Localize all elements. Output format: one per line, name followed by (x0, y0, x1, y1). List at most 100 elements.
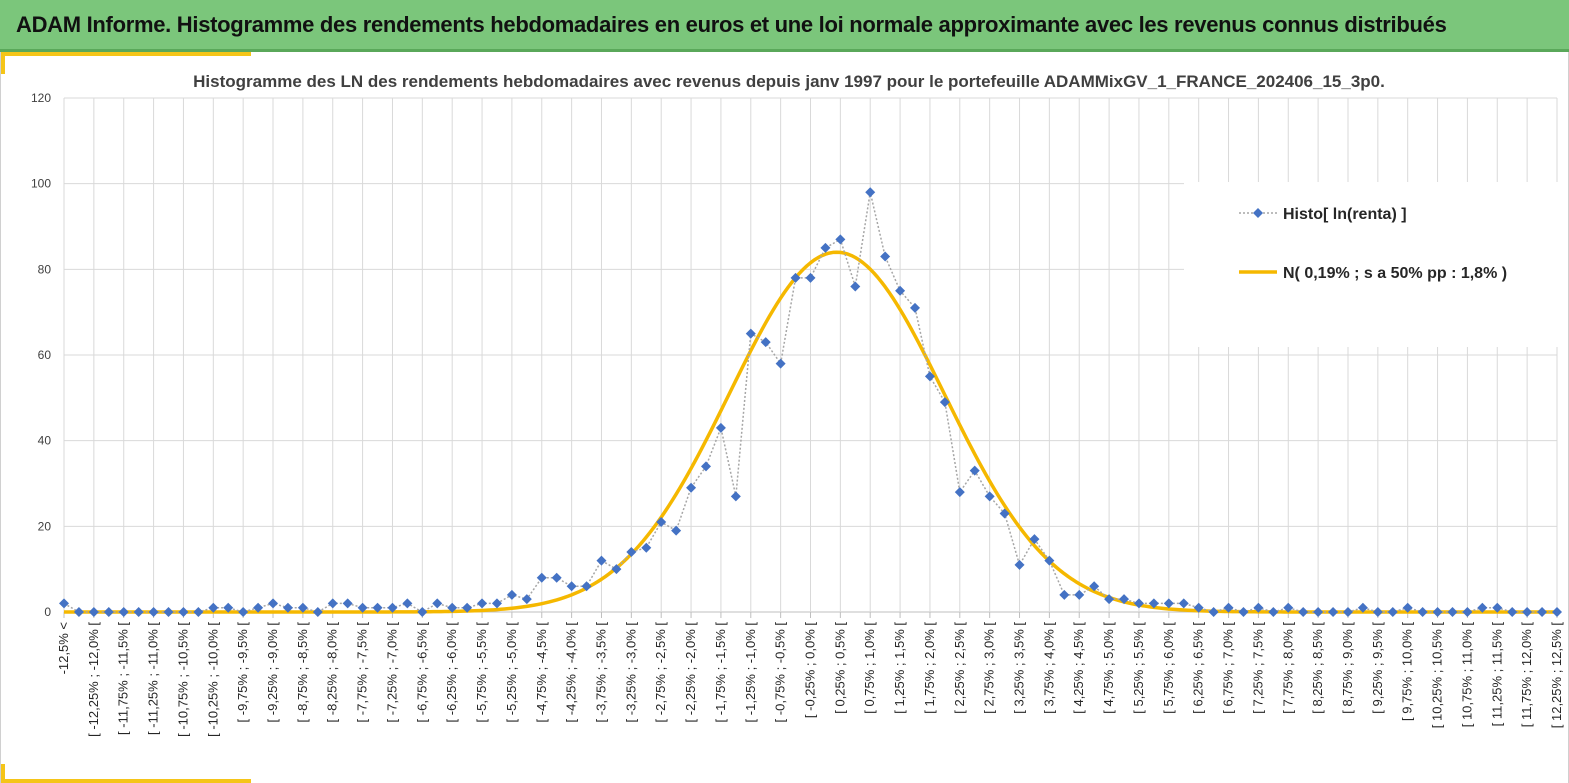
histo-point (850, 281, 861, 292)
histo-point (566, 581, 577, 592)
histo-point (73, 607, 84, 617)
histo-point (1029, 534, 1040, 545)
y-tick-label: 20 (38, 519, 52, 533)
x-tick-label: [ 10,25% ; 10,5% [ (1430, 622, 1445, 729)
x-tick-label: [ -1,25% ; -1,0% [ (743, 622, 758, 723)
histo-point (1477, 602, 1488, 613)
histo-point (1148, 598, 1159, 609)
histo-point (895, 285, 906, 296)
x-tick-label: [ -2,25% ; -2,0% [ (683, 622, 698, 723)
legend: Histo[ ln(renta) ] N( 0,19% ; s a 50% pp… (1184, 182, 1564, 347)
legend-histo-label: Histo[ ln(renta) ] (1283, 206, 1407, 223)
x-tick-label: [ -5,25% ; -5,0% [ (504, 622, 519, 723)
x-tick-label: [ 3,25% ; 3,5% [ (1012, 622, 1027, 714)
histo-point (327, 598, 338, 609)
x-tick-label: [ 1,25% ; 1,5% [ (892, 622, 907, 714)
histo-point (1133, 598, 1144, 609)
histo-point (1537, 607, 1548, 617)
histo-point (1342, 607, 1353, 617)
x-tick-label: [ 0,75% ; 1,0% [ (862, 622, 877, 714)
histo-point (1014, 559, 1025, 570)
histo-point (118, 607, 129, 617)
histo-point (790, 272, 801, 283)
histo-point (282, 602, 293, 613)
x-tick-label: [ 4,75% ; 5,0% [ (1101, 622, 1116, 714)
x-tick-label: [ 3,75% ; 4,0% [ (1041, 622, 1056, 714)
histo-point (1163, 598, 1174, 609)
histo-point (1387, 607, 1398, 617)
x-tick-label: [ -7,25% ; -7,0% [ (384, 622, 399, 723)
x-tick-label: [ 0,25% ; 0,5% [ (832, 622, 847, 714)
histo-point (880, 251, 891, 262)
chart-frame: Histogramme des LN des rendements hebdom… (0, 52, 1569, 783)
x-tick-label: [ 6,25% ; 6,5% [ (1191, 622, 1206, 714)
histo-point (103, 607, 114, 617)
x-tick-label: [ 2,25% ; 2,5% [ (952, 622, 967, 714)
histo-point (715, 422, 726, 433)
y-tick-label: 60 (38, 348, 52, 362)
histo-point (1268, 607, 1279, 617)
x-tick-label: [ 10,75% ; 11,0% [ (1459, 622, 1474, 728)
histo-point (1447, 607, 1458, 617)
x-tick-label: [ 7,75% ; 8,0% [ (1280, 622, 1295, 714)
x-tick-label: [ -7,75% ; -7,5% [ (355, 622, 370, 723)
x-tick-label: [ 11,25% ; 11,5% [ (1489, 622, 1504, 727)
grid-lines (63, 97, 1558, 618)
histo-point (626, 547, 637, 558)
histo-point (1074, 589, 1085, 600)
histo-point (805, 272, 816, 283)
x-tick-label: [ 9,25% ; 9,5% [ (1370, 622, 1385, 714)
x-tick-label: [ -4,25% ; -4,0% [ (564, 622, 579, 723)
x-tick-label: [ -3,75% ; -3,5% [ (593, 622, 608, 723)
histo-point (1104, 594, 1115, 605)
x-tick-label: [ -10,25% ; -10,0% [ (205, 622, 220, 737)
histo-point (969, 465, 980, 476)
histo-point (1313, 607, 1324, 617)
x-tick-label: [ -11,25% ; -11,0% [ (146, 622, 161, 735)
histo-point (253, 602, 264, 613)
histo-point (521, 594, 532, 605)
histo-point (178, 607, 189, 617)
histo-point (357, 602, 368, 613)
histo-point (1089, 581, 1100, 592)
histo-point (297, 602, 308, 613)
histo-point (775, 358, 786, 369)
y-tick-label: 120 (31, 91, 51, 105)
histo-point (342, 598, 353, 609)
histo-point (372, 602, 383, 613)
histo-point (268, 598, 279, 609)
histo-point (1417, 607, 1428, 617)
histo-point (208, 602, 219, 613)
x-tick-label: [ -5,75% ; -5,5% [ (474, 622, 489, 723)
histo-point (312, 607, 323, 617)
histo-point (491, 598, 502, 609)
x-tick-label: [ 12,25% ; 12,5% [ (1549, 622, 1564, 729)
histo-point (1492, 602, 1503, 613)
x-tick-label: [ -9,75% ; -9,5% [ (235, 622, 250, 723)
histo-point (417, 607, 428, 617)
chart: Histogramme des LN des rendements hebdom… (1, 52, 1564, 783)
legend-normal-label: N( 0,19% ; s a 50% pp : 1,8% ) (1283, 265, 1507, 282)
legend-histo-marker (1253, 208, 1263, 218)
histo-point (1283, 602, 1294, 613)
corner-accent-bottom-left (1, 764, 5, 783)
x-tick-label: [ 1,75% ; 2,0% [ (922, 622, 937, 714)
histo-point (820, 242, 831, 253)
histo-point (238, 607, 249, 617)
histo-point (1328, 607, 1339, 617)
histo-point (1044, 555, 1055, 566)
histo-point (641, 542, 652, 553)
histo-point (730, 491, 741, 502)
histo-point (551, 572, 562, 583)
histo-point (700, 461, 711, 472)
report-banner: ADAM Informe. Histogramme des rendements… (0, 0, 1569, 52)
histo-point (1507, 607, 1518, 617)
x-tick-label: [ -0,25% ; 0,0% [ (803, 622, 818, 718)
x-tick-label: [ -8,25% ; -8,0% [ (325, 622, 340, 723)
histo-point (1119, 594, 1130, 605)
histo-point (88, 607, 99, 617)
series (59, 187, 1562, 617)
y-tick-label: 40 (38, 434, 52, 448)
x-tick-label: [ -1,75% ; -1,5% [ (713, 622, 728, 723)
x-tick-label: [ -10,75% ; -10,5% [ (175, 622, 190, 737)
